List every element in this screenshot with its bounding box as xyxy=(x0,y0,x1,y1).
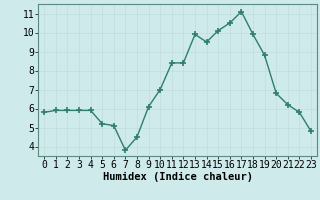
X-axis label: Humidex (Indice chaleur): Humidex (Indice chaleur) xyxy=(103,172,252,182)
